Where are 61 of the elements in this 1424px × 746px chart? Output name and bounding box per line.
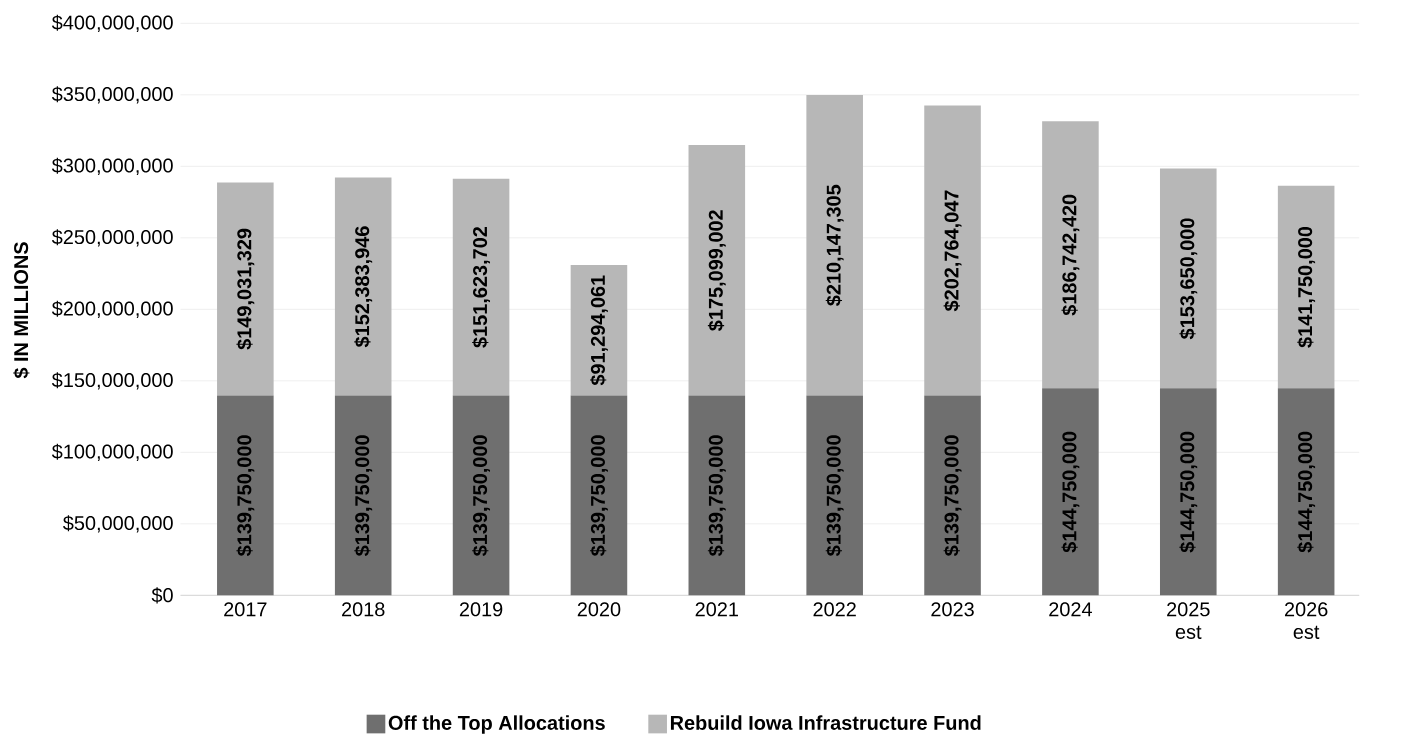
data-label: $151,623,702 bbox=[472, 226, 491, 348]
data-label: $202,764,047 bbox=[943, 190, 962, 312]
legend-label: Off the Top Allocations bbox=[388, 715, 605, 734]
x-tick-label: 2020 bbox=[577, 602, 621, 617]
bar bbox=[334, 395, 392, 596]
y-tick-label: $350,000,000 bbox=[51, 86, 173, 104]
data-label: $144,750,000 bbox=[1179, 431, 1198, 553]
data-label: $139,750,000 bbox=[590, 435, 608, 557]
y-tick-label: $150,000,000 bbox=[51, 372, 173, 390]
bar bbox=[806, 395, 863, 596]
y-axis-title: $ IN MILLIONS bbox=[13, 242, 30, 379]
data-label: $186,742,420 bbox=[1061, 194, 1080, 316]
data-label: $139,750,000 bbox=[236, 435, 255, 557]
x-tick-label: 2017 bbox=[224, 602, 267, 617]
x-tick-label: 2026 est bbox=[1284, 602, 1328, 639]
data-label: $139,750,000 bbox=[825, 435, 844, 557]
y-tick-label: $50,000,000 bbox=[63, 515, 173, 533]
x-tick-label: 2022 bbox=[813, 602, 856, 617]
x-tick-label: 2018 bbox=[342, 602, 385, 617]
bar bbox=[1159, 168, 1217, 389]
y-tick-label: $200,000,000 bbox=[51, 300, 173, 318]
data-label: $152,383,946 bbox=[354, 226, 373, 348]
y-tick-label: $300,000,000 bbox=[51, 157, 173, 175]
data-label: $210,147,305 bbox=[825, 184, 844, 306]
bar bbox=[1277, 185, 1335, 389]
bar bbox=[1159, 388, 1217, 596]
y-tick-label: $400,000,000 bbox=[51, 14, 173, 32]
bar bbox=[806, 94, 863, 396]
data-label: $144,750,000 bbox=[1297, 431, 1316, 553]
bar bbox=[334, 177, 392, 396]
data-label: $91,294,061 bbox=[590, 275, 608, 386]
data-label: $175,099,002 bbox=[707, 210, 726, 331]
data-label: $139,750,000 bbox=[472, 435, 491, 557]
bar bbox=[1277, 388, 1335, 596]
legend-label: Rebuild Iowa Infrastructure Fund bbox=[670, 715, 981, 730]
bar bbox=[1042, 388, 1099, 596]
bar bbox=[570, 395, 628, 596]
data-label: $144,750,000 bbox=[1061, 431, 1080, 553]
bar bbox=[1042, 121, 1099, 389]
data-label: $139,750,000 bbox=[354, 435, 373, 557]
x-tick-label: 2025 est bbox=[1167, 602, 1210, 639]
bar bbox=[217, 395, 274, 596]
y-tick-label: $0 bbox=[151, 587, 173, 604]
y-tick-label: $100,000,000 bbox=[51, 443, 173, 461]
x-tick-label: 2024 bbox=[1049, 602, 1092, 617]
data-label: $139,750,000 bbox=[707, 435, 726, 557]
data-label: $139,750,000 bbox=[943, 435, 962, 557]
x-tick-label: 2023 bbox=[931, 602, 974, 617]
bar bbox=[217, 182, 274, 396]
bar bbox=[924, 395, 981, 596]
bar bbox=[924, 105, 981, 396]
data-label: $141,750,000 bbox=[1297, 226, 1316, 348]
y-tick-label: $250,000,000 bbox=[51, 229, 173, 247]
data-label: $149,031,329 bbox=[236, 228, 255, 350]
bar bbox=[452, 178, 510, 396]
bar bbox=[688, 145, 746, 396]
x-tick-label: 2021 bbox=[695, 602, 738, 617]
x-tick-label: 2019 bbox=[459, 602, 503, 617]
bar bbox=[452, 395, 510, 596]
data-label: $153,650,000 bbox=[1179, 218, 1198, 340]
bar bbox=[688, 395, 746, 596]
